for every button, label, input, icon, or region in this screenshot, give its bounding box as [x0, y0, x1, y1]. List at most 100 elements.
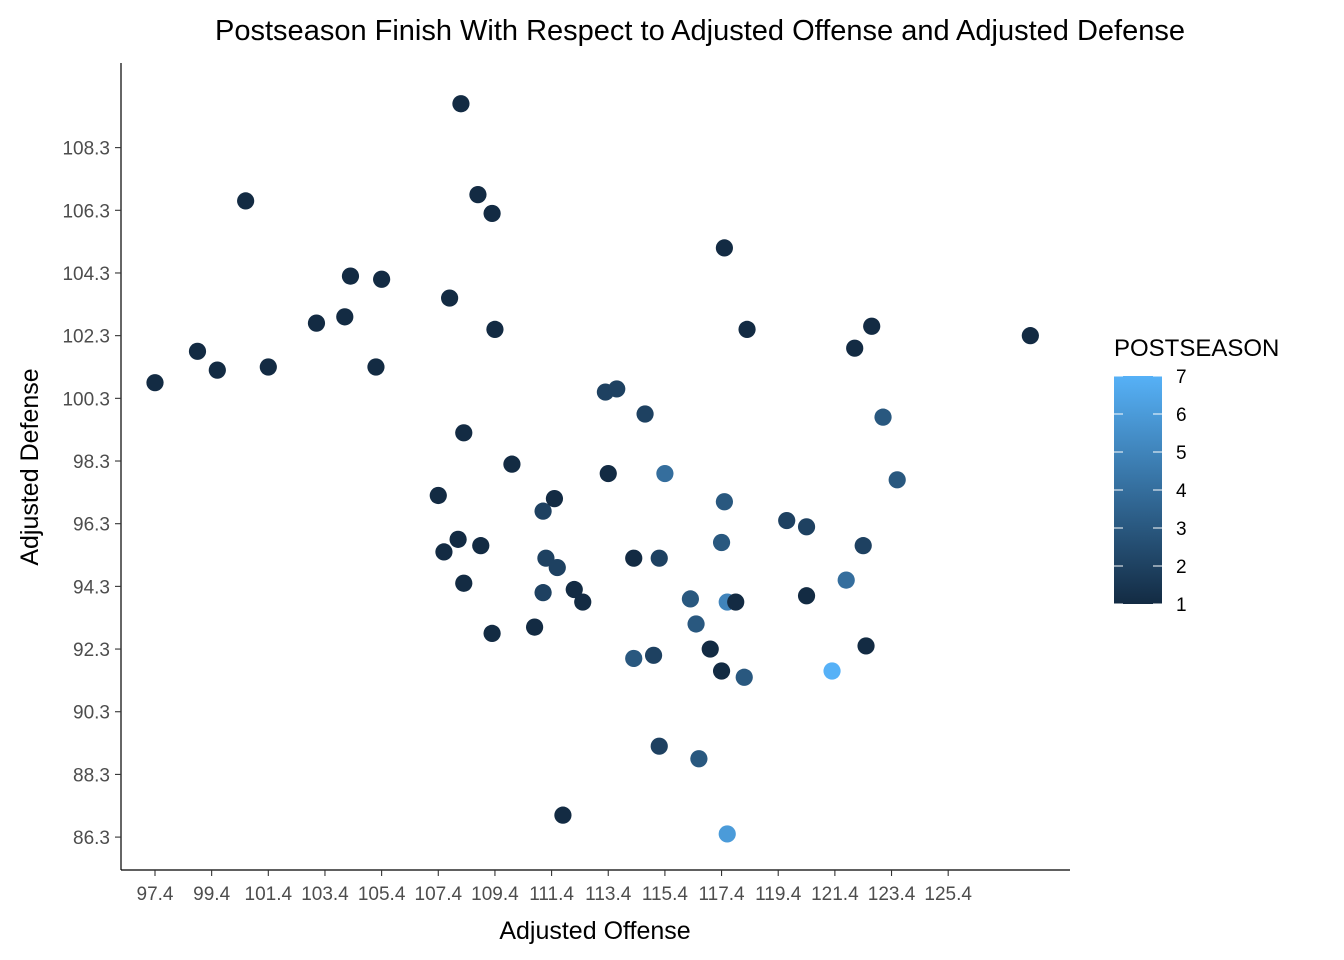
legend-label: 5: [1176, 443, 1187, 464]
data-point: [874, 408, 892, 426]
data-point: [857, 637, 875, 655]
data-point: [534, 502, 552, 520]
y-tick-label: 102.3: [62, 327, 110, 348]
data-point: [307, 314, 326, 332]
data-point: [863, 317, 881, 335]
data-point: [486, 320, 504, 338]
data-point: [429, 486, 447, 505]
data-point: [188, 342, 207, 360]
y-tick-label: 94.3: [73, 577, 110, 598]
data-point: [854, 537, 872, 555]
data-point: [701, 640, 719, 658]
legend-label: 4: [1176, 481, 1187, 502]
x-tick-label: 121.4: [811, 884, 859, 905]
x-tick-label: 99.4: [193, 884, 230, 905]
data-point: [712, 533, 731, 552]
y-tick-label: 98.3: [73, 452, 110, 473]
data-point: [545, 490, 564, 508]
data-point: [715, 493, 733, 511]
data-point: [888, 471, 906, 489]
legend-label: 7: [1176, 367, 1187, 388]
y-tick-label: 92.3: [73, 640, 110, 661]
x-tick-label: 105.4: [358, 884, 406, 905]
data-point: [846, 339, 864, 357]
legend-title: POSTSEASON: [1114, 335, 1279, 362]
data-point: [534, 584, 552, 602]
legend-label: 3: [1176, 519, 1187, 540]
x-tick-label: 107.4: [415, 884, 463, 905]
data-point: [259, 358, 277, 376]
x-tick-label: 125.4: [924, 884, 972, 905]
y-tick-label: 86.3: [73, 828, 110, 849]
data-point: [727, 593, 745, 611]
data-point: [554, 806, 572, 824]
x-tick-label: 115.4: [642, 884, 689, 905]
data-point: [548, 558, 566, 577]
data-point: [656, 464, 674, 483]
data-point: [435, 543, 453, 561]
data-point: [565, 580, 583, 599]
x-axis-ticks: 97.4 99.4 101.4 103.4 105.4 107.4 109.4 111.4 11…: [137, 870, 972, 905]
x-tick-label: 111.4: [529, 884, 574, 905]
data-point: [336, 308, 354, 326]
data-point: [537, 549, 555, 567]
data-point: [735, 668, 753, 686]
data-points: [146, 95, 1039, 843]
data-point: [449, 530, 467, 548]
data-point: [823, 662, 841, 680]
y-axis-ticks: 86.3 88.3 90.3 92.3 94.3 96.3 98.3 100.3 102.3 10…: [62, 139, 121, 849]
x-tick-label: 119.4: [755, 884, 802, 905]
data-point: [797, 587, 816, 605]
color-legend: POSTSEASON 7 6 5 4 3 2 1: [1114, 335, 1279, 616]
legend-ticks: 7 6 5 4 3 2 1: [1114, 367, 1187, 616]
x-tick-label: 103.4: [301, 884, 349, 905]
data-point: [483, 204, 501, 223]
data-point: [690, 750, 708, 768]
plot-area: 86.3 88.3 90.3 92.3 94.3 96.3 98.3 100.3 102.3 10…: [62, 63, 1070, 905]
x-tick-label: 101.4: [245, 884, 293, 905]
data-point: [625, 649, 643, 668]
data-point: [472, 537, 490, 555]
data-point: [483, 624, 501, 642]
data-point: [681, 590, 700, 608]
data-point: [574, 593, 592, 611]
x-axis-title: Adjusted Offense: [499, 917, 690, 945]
chart-title: Postseason Finish With Respect to Adjust…: [215, 15, 1185, 47]
data-point: [797, 518, 816, 536]
data-point: [237, 192, 255, 210]
y-tick-label: 90.3: [73, 703, 110, 724]
data-point: [650, 549, 668, 567]
data-point: [712, 662, 731, 680]
data-point: [599, 464, 617, 483]
legend-label: 1: [1176, 595, 1187, 616]
data-point: [608, 380, 626, 398]
data-point: [455, 574, 473, 592]
y-tick-label: 88.3: [73, 765, 110, 786]
data-point: [718, 825, 736, 843]
data-point: [1021, 327, 1039, 345]
data-point: [441, 289, 459, 307]
data-point: [837, 571, 855, 589]
data-point: [367, 358, 385, 376]
data-point: [146, 374, 164, 392]
data-point: [636, 405, 654, 423]
data-point: [373, 270, 391, 288]
y-tick-label: 106.3: [62, 201, 110, 222]
data-point: [503, 455, 521, 473]
y-tick-label: 100.3: [62, 389, 110, 410]
data-point: [650, 737, 668, 755]
data-point: [341, 267, 360, 285]
data-point: [778, 511, 796, 530]
x-tick-label: 109.4: [471, 884, 519, 905]
data-point: [452, 95, 470, 113]
x-tick-label: 113.4: [585, 884, 632, 905]
y-tick-label: 96.3: [73, 515, 110, 536]
y-axis-title: Adjusted Defense: [16, 368, 44, 565]
data-point: [525, 618, 544, 636]
legend-label: 6: [1176, 405, 1187, 426]
y-tick-label: 104.3: [62, 264, 110, 285]
x-tick-label: 123.4: [868, 884, 916, 905]
data-point: [455, 424, 473, 442]
data-point: [715, 239, 733, 257]
data-point: [625, 549, 643, 567]
